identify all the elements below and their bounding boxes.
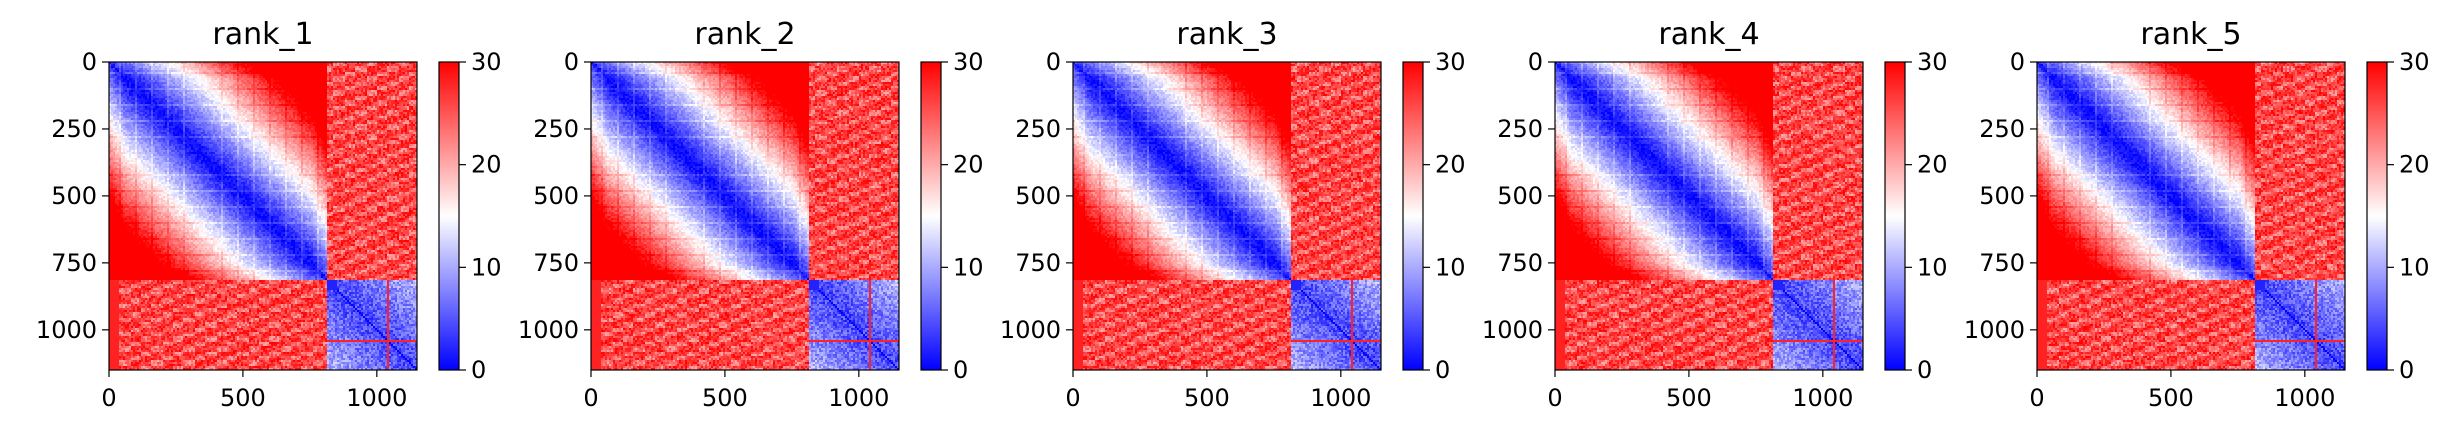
colorbar-tick-label: 20 <box>1917 151 1948 179</box>
x-tick-label: 0 <box>583 384 598 412</box>
colorbar <box>1884 61 1906 371</box>
colorbar <box>438 61 460 371</box>
y-tick-label: 750 <box>1015 249 1061 277</box>
x-tick-label: 500 <box>702 384 748 412</box>
heatmap-image <box>1073 62 1381 370</box>
heatmap-frame <box>1072 61 1382 371</box>
heatmap-frame <box>108 61 418 371</box>
y-tick-label: 0 <box>1046 48 1061 76</box>
x-tick-label: 0 <box>101 384 116 412</box>
y-tick-label: 500 <box>1497 182 1543 210</box>
colorbar-tick-label: 20 <box>2399 151 2430 179</box>
x-tick-label: 500 <box>2148 384 2194 412</box>
x-tick-label: 1000 <box>1310 384 1371 412</box>
x-tick-label: 500 <box>220 384 266 412</box>
colorbar-tick-label: 20 <box>953 151 984 179</box>
panel-title: rank_4 <box>1658 17 1759 52</box>
y-tick-label: 1000 <box>518 316 579 344</box>
colorbar-tick-label: 10 <box>471 253 502 281</box>
colorbar-tick-label: 0 <box>953 356 968 384</box>
y-tick-label: 750 <box>1979 249 2025 277</box>
x-tick-label: 1000 <box>828 384 889 412</box>
y-tick-label: 0 <box>564 48 579 76</box>
heatmap-panel-3: rank_3 0 250 500 750 1000 0 500 1000 0 10 20 30 <box>1000 17 1466 412</box>
heatmap-panel-4: rank_4 0 250 500 750 1000 0 500 1000 0 10 20 30 <box>1482 17 1948 412</box>
y-tick-label: 250 <box>533 115 579 143</box>
y-tick-label: 500 <box>533 182 579 210</box>
heatmap-image <box>2037 62 2345 370</box>
colorbar <box>1402 61 1424 371</box>
y-tick-label: 500 <box>1979 182 2025 210</box>
heatmap-frame <box>1554 61 1864 371</box>
colorbar-tick-label: 10 <box>1435 253 1466 281</box>
y-tick-label: 250 <box>1497 115 1543 143</box>
colorbar-tick-label: 10 <box>953 253 984 281</box>
colorbar-tick-label: 0 <box>2399 356 2414 384</box>
x-tick-label: 0 <box>2029 384 2044 412</box>
y-tick-label: 750 <box>1497 249 1543 277</box>
panel-title: rank_1 <box>212 17 313 52</box>
panel-title: rank_5 <box>2140 17 2241 52</box>
colorbar-tick-label: 0 <box>471 356 486 384</box>
y-tick-label: 250 <box>1015 115 1061 143</box>
y-tick-label: 750 <box>51 249 97 277</box>
colorbar-tick-label: 10 <box>1917 253 1948 281</box>
y-tick-label: 0 <box>2010 48 2025 76</box>
colorbar <box>2366 61 2388 371</box>
y-tick-label: 250 <box>51 115 97 143</box>
y-tick-label: 0 <box>82 48 97 76</box>
heatmap-image <box>1555 62 1863 370</box>
panel-title: rank_3 <box>1176 17 1277 52</box>
x-tick-label: 1000 <box>346 384 407 412</box>
heatmap-frame <box>2036 61 2346 371</box>
colorbar-tick-label: 30 <box>1435 48 1466 76</box>
colorbar-tick-label: 30 <box>2399 48 2430 76</box>
x-tick-label: 500 <box>1666 384 1712 412</box>
y-tick-label: 1000 <box>1000 316 1061 344</box>
colorbar-tick-label: 30 <box>953 48 984 76</box>
colorbar-tick-label: 0 <box>1435 356 1450 384</box>
heatmap-panel-2: rank_2 0 250 500 750 1000 0 500 1000 0 10 20 30 <box>518 17 984 412</box>
colorbar-tick-label: 0 <box>1917 356 1932 384</box>
y-tick-label: 0 <box>1528 48 1543 76</box>
heatmap-panel-5: rank_5 0 250 500 750 1000 0 500 1000 0 10 20 30 <box>1964 17 2430 412</box>
y-tick-label: 1000 <box>36 316 97 344</box>
heatmap-panel-1: rank_1 0 250 500 750 1000 0 500 1000 0 10 20 30 <box>36 17 502 412</box>
heatmap-image <box>591 62 899 370</box>
panel-title: rank_2 <box>694 17 795 52</box>
heatmap-image <box>109 62 417 370</box>
x-tick-label: 0 <box>1547 384 1562 412</box>
x-tick-label: 1000 <box>2274 384 2335 412</box>
y-tick-label: 1000 <box>1482 316 1543 344</box>
colorbar-tick-label: 20 <box>471 151 502 179</box>
y-tick-label: 750 <box>533 249 579 277</box>
colorbar-tick-label: 10 <box>2399 253 2430 281</box>
x-tick-label: 1000 <box>1792 384 1853 412</box>
x-tick-label: 0 <box>1065 384 1080 412</box>
y-tick-label: 1000 <box>1964 316 2025 344</box>
heatmap-frame <box>590 61 900 371</box>
colorbar <box>920 61 942 371</box>
y-tick-label: 250 <box>1979 115 2025 143</box>
colorbar-tick-label: 20 <box>1435 151 1466 179</box>
y-tick-label: 500 <box>51 182 97 210</box>
y-tick-label: 500 <box>1015 182 1061 210</box>
colorbar-tick-label: 30 <box>471 48 502 76</box>
colorbar-tick-label: 30 <box>1917 48 1948 76</box>
x-tick-label: 500 <box>1184 384 1230 412</box>
